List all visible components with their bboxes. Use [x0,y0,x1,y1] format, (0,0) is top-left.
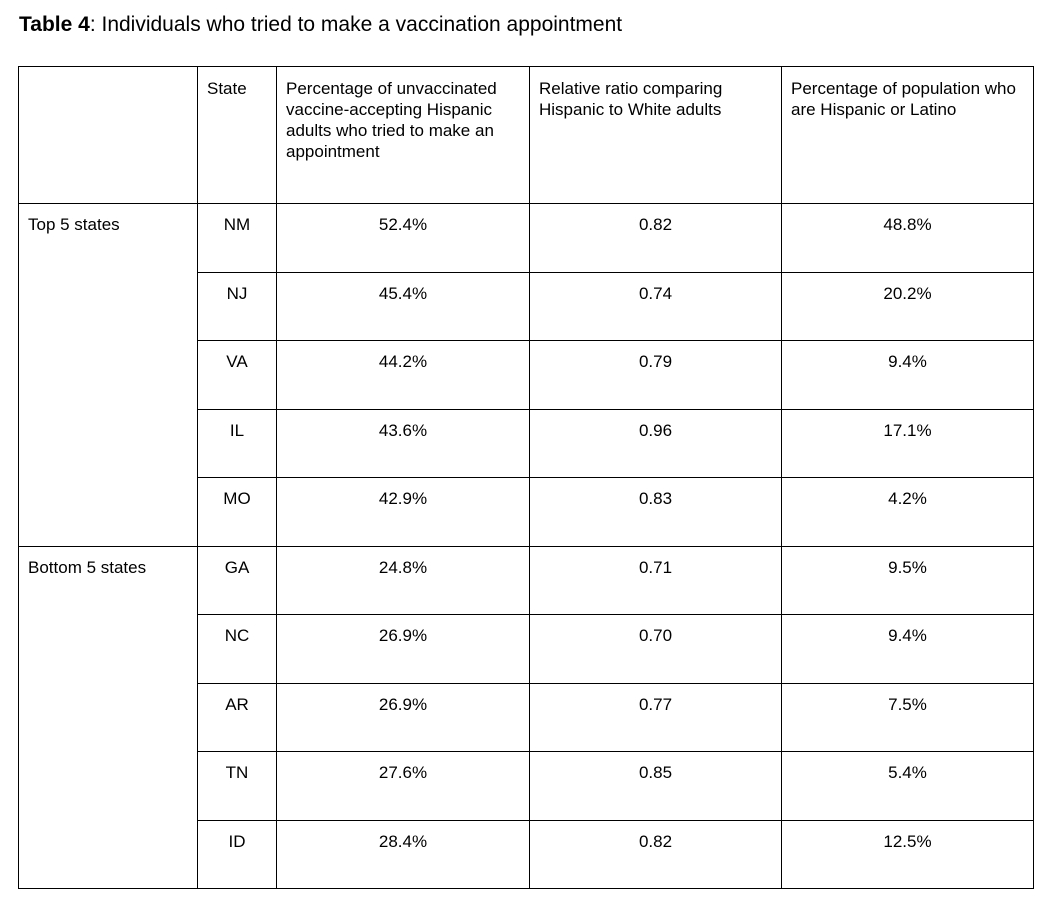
table-row: NJ 45.4% 0.74 20.2% [19,271,1034,341]
ratio-cell: 0.79 [529,340,782,410]
ratio-cell: 0.70 [529,614,782,684]
table-row: AR 26.9% 0.77 7.5% [19,682,1034,752]
ratio-cell: 0.83 [529,477,782,547]
pct-pop-cell: 17.1% [781,408,1034,478]
state-cell: IL [197,408,277,478]
state-cell: TN [197,751,277,821]
pct-pop-cell: 4.2% [781,477,1034,547]
pct-pop-cell: 5.4% [781,751,1034,821]
state-cell: NM [197,203,277,273]
header-row: State Percentage of unvaccinated vaccine… [18,66,1034,204]
state-cell: VA [197,340,277,410]
pct-tried-cell: 52.4% [276,203,530,273]
header-cell-pct-pop: Percentage of population who are Hispani… [781,66,1034,204]
table-caption: Table 4: Individuals who tried to make a… [19,12,1064,38]
header-cell-ratio: Relative ratio comparing Hispanic to Whi… [529,66,782,204]
document-page: Table 4: Individuals who tried to make a… [18,12,1064,889]
ratio-cell: 0.77 [529,682,782,752]
pct-pop-cell: 9.4% [781,614,1034,684]
vaccination-appointment-table: State Percentage of unvaccinated vaccine… [18,66,1034,889]
pct-tried-cell: 27.6% [276,751,530,821]
pct-tried-cell: 43.6% [276,408,530,478]
state-cell: NC [197,614,277,684]
state-cell: AR [197,682,277,752]
group-label-top5: Top 5 states [18,203,198,547]
ratio-cell: 0.82 [529,203,782,273]
ratio-cell: 0.82 [529,819,782,889]
ratio-cell: 0.96 [529,408,782,478]
state-cell: NJ [197,271,277,341]
pct-pop-cell: 9.5% [781,545,1034,615]
table-row: VA 44.2% 0.79 9.4% [19,340,1034,410]
pct-tried-cell: 26.9% [276,682,530,752]
table-row: MO 42.9% 0.83 4.2% [19,477,1034,547]
pct-pop-cell: 48.8% [781,203,1034,273]
table-caption-number: Table 4 [19,13,90,36]
table-row: TN 27.6% 0.85 5.4% [19,751,1034,821]
pct-tried-cell: 42.9% [276,477,530,547]
group-label-bottom5: Bottom 5 states [18,545,198,889]
ratio-cell: 0.71 [529,545,782,615]
table-row: IL 43.6% 0.96 17.1% [19,408,1034,478]
table-caption-text: : Individuals who tried to make a vaccin… [89,13,623,36]
header-cell-group [18,66,198,204]
pct-tried-cell: 45.4% [276,271,530,341]
pct-pop-cell: 9.4% [781,340,1034,410]
pct-tried-cell: 28.4% [276,819,530,889]
ratio-cell: 0.85 [529,751,782,821]
state-cell: GA [197,545,277,615]
pct-tried-cell: 44.2% [276,340,530,410]
pct-pop-cell: 7.5% [781,682,1034,752]
header-cell-state: State [197,66,277,204]
state-cell: MO [197,477,277,547]
ratio-cell: 0.74 [529,271,782,341]
table-row: ID 28.4% 0.82 12.5% [19,819,1034,889]
header-cell-pct-tried: Percentage of unvaccinated vaccine-accep… [276,66,530,204]
state-cell: ID [197,819,277,889]
pct-tried-cell: 26.9% [276,614,530,684]
pct-pop-cell: 20.2% [781,271,1034,341]
pct-pop-cell: 12.5% [781,819,1034,889]
table-row: Bottom 5 states GA 24.8% 0.71 9.5% [18,545,1034,889]
table-row: NC 26.9% 0.70 9.4% [19,614,1034,684]
table-row: Top 5 states NM 52.4% 0.82 48.8% [18,203,1034,547]
pct-tried-cell: 24.8% [276,545,530,615]
